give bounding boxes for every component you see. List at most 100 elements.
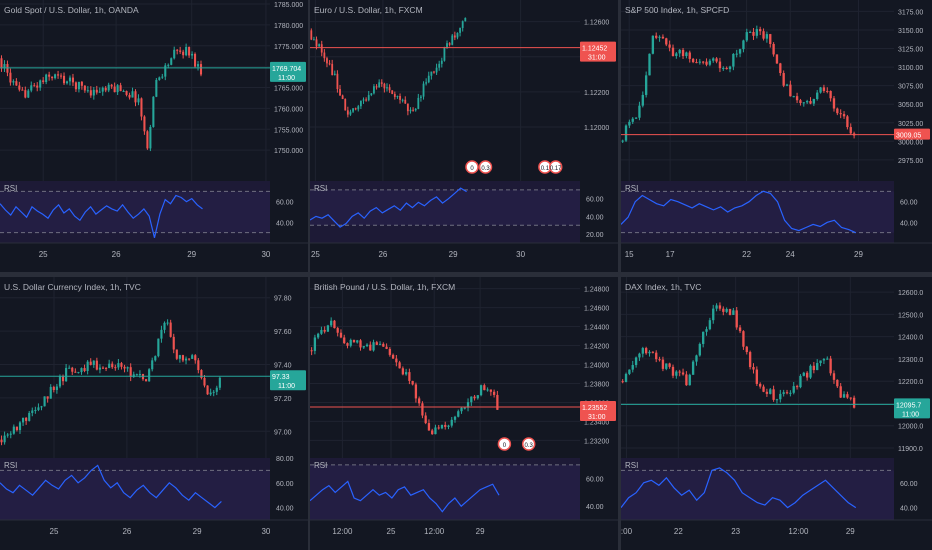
candle-down bbox=[101, 367, 105, 369]
candle-up bbox=[28, 412, 31, 421]
candle-up bbox=[373, 86, 375, 94]
price-axis-tick: 97.20 bbox=[274, 396, 292, 403]
candle-up bbox=[708, 60, 712, 65]
time-axis-tick: 30 bbox=[261, 527, 270, 536]
time-axis[interactable]: 12:00 25 12:00 29 bbox=[332, 527, 485, 536]
candle-up bbox=[196, 64, 200, 67]
event-marker[interactable]: 0.17 bbox=[548, 160, 563, 174]
chart-svg: Euro / U.S. Dollar, 1h, FXCM 0 0.3 0.1 0.17 R… bbox=[310, 0, 618, 272]
chart-panel-eurusd[interactable]: Euro / U.S. Dollar, 1h, FXCM 0 0.3 0.1 0.17 R… bbox=[310, 0, 618, 272]
candle-down bbox=[705, 61, 708, 65]
rsi-label: RSI bbox=[625, 461, 638, 470]
event-marker[interactable]: 0 bbox=[497, 437, 512, 451]
candle-down bbox=[745, 346, 748, 353]
time-axis[interactable]: 25 26 29 30 bbox=[311, 250, 526, 259]
event-marker[interactable]: 0.3 bbox=[478, 160, 493, 174]
candle-up bbox=[3, 64, 6, 69]
candle-up bbox=[58, 376, 62, 387]
event-marker[interactable]: 0.3 bbox=[521, 437, 536, 451]
candle-up bbox=[675, 371, 678, 376]
time-axis[interactable]: :00 22 23 12:00 29 bbox=[621, 527, 855, 536]
time-axis-tick: 22 bbox=[742, 250, 751, 259]
candle-down bbox=[398, 362, 401, 369]
candle-down bbox=[765, 391, 769, 394]
candle-down bbox=[48, 74, 51, 77]
candle-up bbox=[34, 409, 37, 411]
candle-down bbox=[715, 58, 718, 62]
candle-up bbox=[742, 40, 745, 50]
candle-up bbox=[27, 90, 30, 98]
chart-panel-gbpusd[interactable]: British Pound / U.S. Dollar, 1h, FXCM 0 0.… bbox=[310, 277, 618, 550]
candle-down bbox=[681, 372, 685, 375]
candle-down bbox=[418, 398, 421, 404]
candle-up bbox=[138, 374, 141, 376]
chart-svg: British Pound / U.S. Dollar, 1h, FXCM 0 0.… bbox=[310, 277, 618, 550]
candle-up bbox=[624, 125, 628, 141]
candle-up bbox=[349, 111, 352, 115]
price-axis[interactable] bbox=[270, 277, 308, 550]
candle-up bbox=[18, 422, 22, 431]
candle-down bbox=[832, 98, 836, 109]
candle-down bbox=[169, 322, 172, 337]
candle-up bbox=[819, 360, 822, 364]
candle-down bbox=[71, 367, 74, 372]
candle-up bbox=[184, 358, 188, 361]
chart-title: DAX Index, 1h, TVC bbox=[625, 282, 701, 292]
time-axis-tick: 12:00 bbox=[332, 527, 353, 536]
rsi-axis-tick: 60.00 bbox=[586, 477, 604, 484]
time-axis[interactable]: 15 17 22 24 29 bbox=[625, 250, 864, 259]
candle-up bbox=[440, 424, 444, 429]
candle-down bbox=[668, 363, 671, 367]
candle-up bbox=[712, 308, 715, 321]
candle-down bbox=[336, 328, 339, 333]
time-axis[interactable]: 25 26 29 30 bbox=[39, 250, 271, 259]
candle-up bbox=[333, 73, 336, 76]
candle-up bbox=[712, 58, 715, 61]
candle-down bbox=[71, 77, 75, 83]
candle-up bbox=[722, 67, 725, 69]
chart-title: British Pound / U.S. Dollar, 1h, FXCM bbox=[314, 282, 455, 292]
chart-panel-dax[interactable]: DAX Index, 1h, TVC RSI 12600.0 12500.0 12400… bbox=[621, 277, 932, 550]
current-price-label bbox=[580, 41, 616, 62]
candle-up bbox=[644, 75, 648, 95]
candle-up bbox=[367, 95, 370, 101]
candle-up bbox=[191, 53, 194, 56]
candle-up bbox=[685, 52, 688, 57]
candle-down bbox=[718, 61, 722, 69]
chart-panel-dxy[interactable]: U.S. Dollar Currency Index, 1h, TVC RSI 97… bbox=[0, 277, 308, 550]
price-axis-tick: 3075.00 bbox=[898, 84, 923, 91]
rsi-axis-tick: 40.00 bbox=[586, 504, 604, 511]
candle-down bbox=[206, 385, 209, 395]
candle-down bbox=[839, 113, 842, 115]
candle-up bbox=[132, 374, 135, 377]
candle-down bbox=[762, 31, 765, 39]
candle-down bbox=[111, 363, 114, 368]
candle-down bbox=[691, 58, 695, 63]
price-axis[interactable] bbox=[270, 0, 308, 272]
chart-panel-gold[interactable]: Gold Spot / U.S. Dollar, 1h, OANDA RSI 178… bbox=[0, 0, 308, 272]
candle-down bbox=[769, 34, 772, 44]
candle-down bbox=[95, 360, 98, 370]
candle-down bbox=[74, 371, 77, 373]
candle-down bbox=[759, 383, 762, 387]
event-marker[interactable]: 0 bbox=[465, 160, 479, 174]
candle-down bbox=[725, 67, 728, 70]
horizontal-divider[interactable] bbox=[0, 272, 932, 277]
time-axis-tick: 26 bbox=[112, 250, 121, 259]
candle-down bbox=[665, 38, 668, 45]
rsi-line bbox=[0, 464, 222, 509]
candle-down bbox=[829, 358, 832, 374]
candle-down bbox=[125, 91, 128, 95]
rsi-band bbox=[621, 191, 894, 233]
candles bbox=[621, 25, 856, 144]
candle-down bbox=[448, 43, 451, 45]
candle-down bbox=[685, 374, 688, 386]
current-price-value: 97.33 bbox=[272, 374, 290, 381]
chart-panel-sp500[interactable]: S&P 500 Index, 1h, SPCFD RSI 3175.00 3150.0… bbox=[621, 0, 932, 272]
candle-up bbox=[765, 34, 769, 39]
current-price-label bbox=[894, 128, 930, 140]
price-axis-tick: 12500.0 bbox=[898, 312, 923, 319]
candle-up bbox=[816, 363, 819, 371]
time-axis[interactable]: 25 26 29 30 bbox=[50, 527, 271, 536]
candle-up bbox=[789, 392, 792, 394]
